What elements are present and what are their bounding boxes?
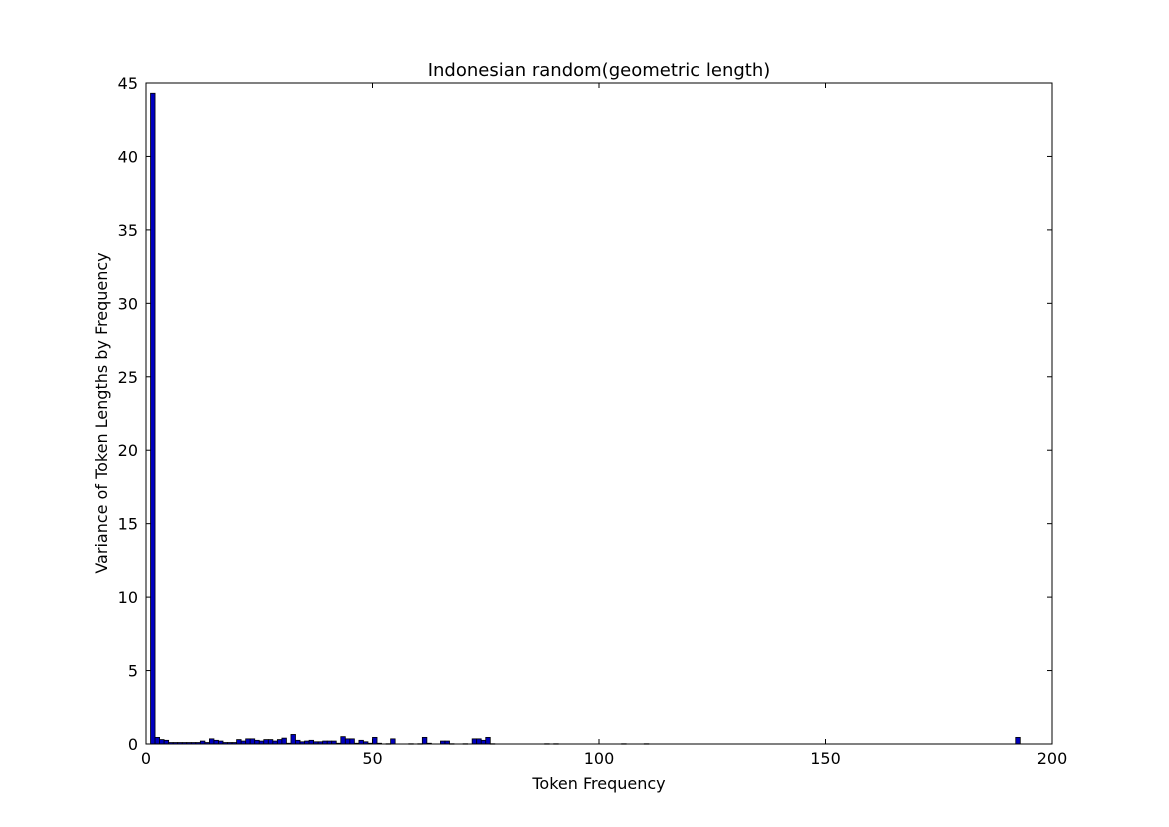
y-tick-label: 5 <box>128 662 138 681</box>
bar <box>480 739 487 745</box>
y-tick-label: 45 <box>118 74 138 93</box>
bar <box>471 738 478 745</box>
bar <box>390 738 396 745</box>
bar <box>213 739 219 745</box>
chart-title: Indonesian random(geometric length) <box>428 60 771 81</box>
bar <box>290 734 296 745</box>
x-tick-label: 200 <box>1037 749 1068 768</box>
y-tick-label: 10 <box>118 588 138 607</box>
x-tick-label: 0 <box>141 749 151 768</box>
bar <box>154 736 160 745</box>
bar <box>421 736 428 745</box>
plot-frame <box>145 82 1053 745</box>
bar <box>308 739 315 745</box>
bar <box>1015 736 1021 745</box>
y-tick-label: 0 <box>128 735 138 754</box>
y-axis-ticks: 0 5 10 15 20 25 30 35 40 45 <box>118 74 1052 754</box>
bar <box>340 736 346 745</box>
bar <box>159 739 165 745</box>
bar <box>281 737 287 745</box>
bar <box>209 738 215 745</box>
bar <box>344 738 351 745</box>
y-tick-label: 20 <box>118 441 138 460</box>
bar <box>372 736 378 745</box>
bar <box>276 739 283 745</box>
bar <box>254 739 260 745</box>
bar <box>150 92 156 745</box>
bar <box>267 739 274 745</box>
bar-series <box>150 92 1021 745</box>
x-axis-label: Token Frequency <box>531 774 665 793</box>
bar <box>349 738 355 745</box>
bar <box>236 739 242 745</box>
bar <box>476 738 482 745</box>
bar <box>485 736 491 745</box>
y-tick-label: 35 <box>118 221 138 240</box>
x-tick-label: 150 <box>810 749 841 768</box>
bar <box>163 739 170 745</box>
y-tick-label: 25 <box>118 368 138 387</box>
y-axis-label: Variance of Token Lengths by Frequency <box>92 252 111 573</box>
bar <box>263 739 269 745</box>
bar <box>295 739 301 745</box>
y-tick-label: 40 <box>118 147 138 166</box>
y-tick-label: 15 <box>118 515 138 534</box>
x-tick-label: 50 <box>362 749 382 768</box>
bar <box>245 738 251 745</box>
y-tick-label: 30 <box>118 294 138 313</box>
bar <box>358 739 364 745</box>
x-axis-ticks: 0 50 100 150 200 <box>141 83 1067 768</box>
bar <box>249 738 256 745</box>
x-tick-label: 100 <box>584 749 615 768</box>
